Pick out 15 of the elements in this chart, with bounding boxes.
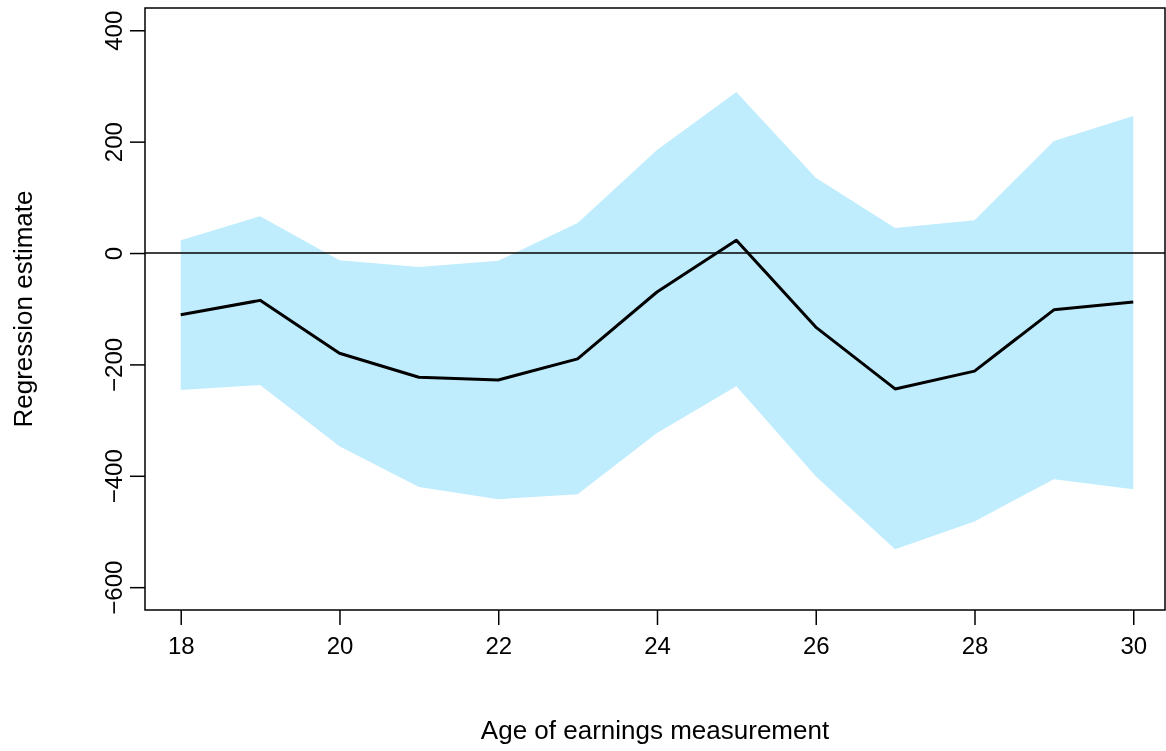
y-tick-label: −200 <box>100 337 128 392</box>
y-tick-label: −600 <box>100 560 128 615</box>
x-tick-label: 28 <box>961 632 989 660</box>
x-tick-label: 18 <box>167 632 195 660</box>
x-tick-label: 20 <box>326 632 354 660</box>
x-tick-label: 24 <box>644 632 671 660</box>
y-tick-label: 400 <box>100 10 128 51</box>
y-tick-label: 0 <box>100 246 128 261</box>
y-axis-title: Regression estimate <box>8 190 38 428</box>
x-tick-label: 30 <box>1120 632 1148 660</box>
y-tick-label: −400 <box>100 449 128 504</box>
x-axis-title: Age of earnings measurement <box>480 715 830 745</box>
x-tick-label: 22 <box>485 632 513 660</box>
y-tick-label: 200 <box>100 122 128 163</box>
x-tick-label: 26 <box>802 632 830 660</box>
